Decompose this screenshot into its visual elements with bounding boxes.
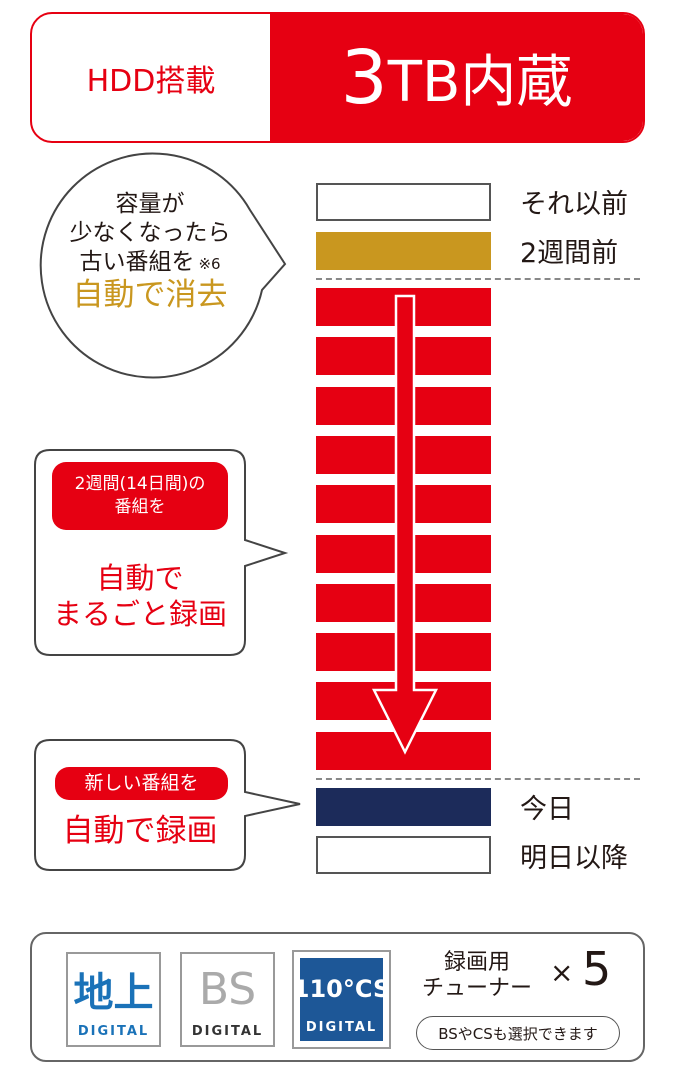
logo-mark: BS (198, 963, 257, 1015)
text-line: 番組を (114, 497, 166, 517)
twoweeks-highlight: 自動で まるごと録画 (35, 560, 245, 633)
cs-digital-logo: 110°CS DIGITAL (292, 950, 391, 1049)
bar-recorded-day (316, 731, 491, 770)
capacity-unit: TB内蔵 (387, 50, 573, 115)
logo-mark: 110°CS (292, 975, 391, 1003)
capacity-label: 3 TB内蔵 (270, 14, 643, 141)
text-line: 録画用 (443, 950, 510, 975)
label-today: 今日 (520, 794, 574, 825)
text-line: 容量が (115, 191, 185, 217)
terrestrial-digital-logo: 地上 DIGITAL (66, 952, 161, 1047)
hdd-header: HDD搭載 3 TB内蔵 (30, 12, 645, 143)
text-span: 古い番組を (79, 248, 195, 275)
logo-sub: DIGITAL (191, 1024, 264, 1039)
text-line: まるごと録画 (52, 597, 227, 632)
bar-recorded-day (316, 337, 491, 376)
tuner-label: 録画用 チューナー (412, 950, 542, 1003)
delete-highlight: 自動で消去 (72, 277, 228, 314)
capacity-number: 3 (340, 34, 388, 121)
text-line: チューナー (421, 976, 532, 1002)
label-before: それ以前 (520, 189, 628, 220)
logo-mark: 地上 (73, 970, 154, 1016)
text-line: 古い番組を ※6 (40, 248, 260, 277)
bar-recorded-day (316, 633, 491, 672)
logo-sub: DIGITAL (305, 1020, 378, 1035)
text-line: 2週間(14日間)の (74, 474, 206, 495)
times-sign: × (550, 956, 574, 989)
bar-recorded-day (316, 386, 491, 425)
new-pill: 新しい番組を (55, 767, 228, 800)
bar-recorded-day (316, 435, 491, 474)
bar-two-weeks (316, 232, 491, 270)
text-line: 少なくなったら (69, 219, 231, 246)
bar-recorded-day (316, 583, 491, 622)
logo-sub: DIGITAL (77, 1024, 150, 1039)
bar-today (316, 788, 491, 826)
tuner-count: 5 (582, 942, 612, 996)
text-line: 自動で (96, 561, 184, 595)
bubble-delete-outline (39, 152, 287, 379)
hdd-label: HDD搭載 (86, 63, 216, 99)
bar-after (316, 836, 491, 874)
bs-cs-note: BSやCSも選択できます (416, 1016, 620, 1050)
tuner-panel: 地上 DIGITAL BS DIGITAL 110°CS DIGITAL 録画用 チュ… (30, 932, 645, 1062)
bar-before (316, 183, 491, 221)
bubble-delete-text: 容量が 少なくなったら 古い番組を ※6 自動で消去 (40, 190, 260, 315)
twoweeks-pill: 2週間(14日間)の 番組を (52, 462, 228, 530)
bar-recorded-day (316, 682, 491, 721)
new-highlight: 自動で録画 (62, 813, 218, 849)
bs-digital-logo: BS DIGITAL (180, 952, 275, 1047)
divider-top (316, 278, 640, 280)
bar-recorded-day (316, 485, 491, 524)
footnote-mark: ※6 (198, 254, 221, 273)
bar-recorded-day (316, 534, 491, 573)
label-after: 明日以降 (520, 843, 628, 874)
bar-recorded-day (316, 288, 491, 326)
divider-bottom (316, 778, 640, 780)
label-two-weeks: 2週間前 (520, 238, 619, 269)
